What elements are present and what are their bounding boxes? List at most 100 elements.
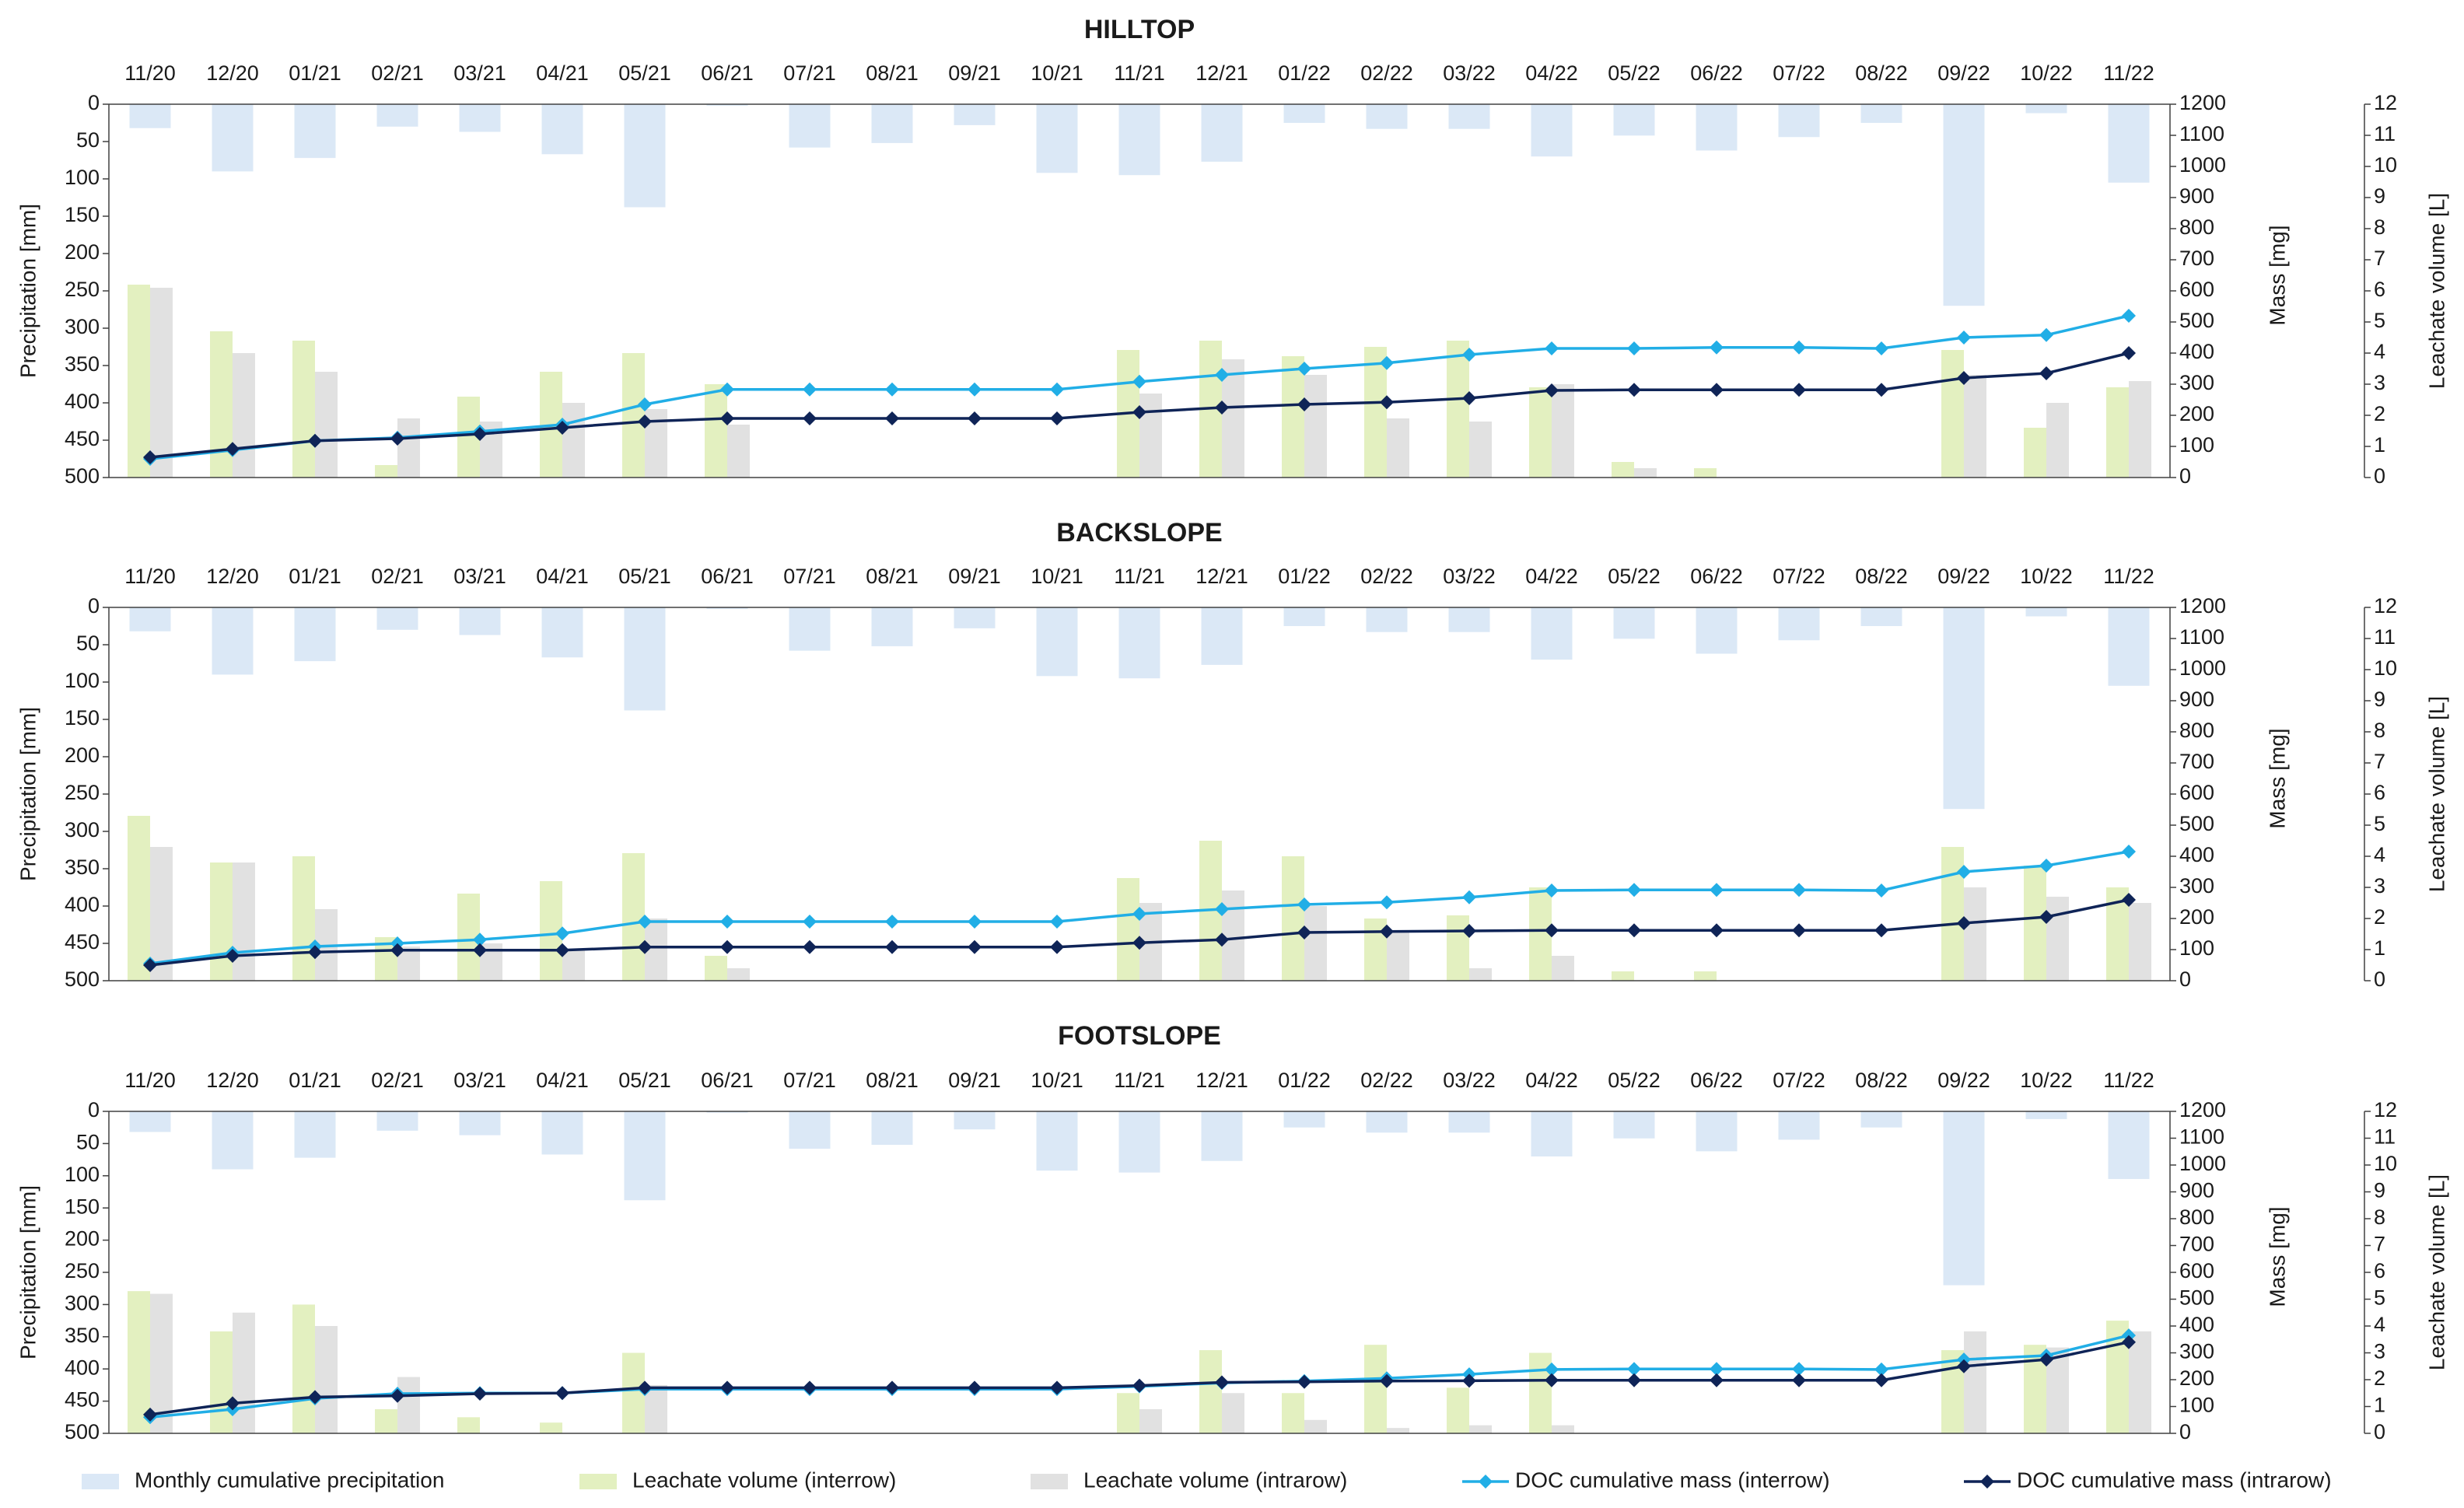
- leachate-interrow-bar: [292, 1304, 315, 1433]
- precipitation-bar: [376, 104, 418, 127]
- leachate-intrarow-bar: [1469, 1425, 1492, 1433]
- volume-axis-title: Leachate volume [L]: [2424, 696, 2448, 892]
- precipitation-bar: [1613, 1111, 1655, 1139]
- leachate-intrarow-bar: [397, 1377, 420, 1433]
- leachate-interrow-bar: [1612, 462, 1634, 478]
- mass-tick-label: 1200: [2179, 1098, 2226, 1121]
- mass-tick-label: 400: [2179, 843, 2214, 866]
- leachate-intrarow-bar: [150, 847, 173, 981]
- volume-tick-label: 8: [2374, 1205, 2385, 1229]
- mass-tick-label: 900: [2179, 184, 2214, 208]
- doc-interrow-point: [1874, 341, 1888, 355]
- doc-intrarow-point: [226, 1396, 240, 1411]
- category-label: 06/21: [701, 61, 754, 85]
- leachate-intrarow-bar: [397, 418, 420, 478]
- category-label: 12/21: [1195, 61, 1248, 85]
- category-label: 11/22: [2103, 61, 2154, 85]
- leachate-intrarow-bar: [1387, 1428, 1409, 1433]
- category-label: 12/20: [206, 1069, 259, 1092]
- volume-tick-label: 6: [2374, 1259, 2385, 1282]
- volume-tick-label: 4: [2374, 843, 2385, 866]
- doc-intrarow-point: [2039, 910, 2053, 924]
- volume-tick-label: 1: [2374, 433, 2385, 457]
- precip-tick-label: 500: [65, 967, 100, 991]
- volume-tick-label: 7: [2374, 247, 2385, 270]
- precip-tick-label: 0: [88, 594, 100, 618]
- mass-tick-label: 100: [2179, 936, 2214, 960]
- leachate-intrarow-bar: [727, 968, 750, 981]
- doc-interrow-point: [2039, 327, 2053, 342]
- precipitation-bar: [1860, 104, 1902, 123]
- mass-tick-label: 700: [2179, 750, 2214, 773]
- leachate-interrow-bar: [1364, 347, 1387, 478]
- precipitation-bar: [376, 1111, 418, 1131]
- leachate-interrow-bar: [128, 1291, 150, 1433]
- mass-tick-label: 500: [2179, 1286, 2214, 1310]
- doc-interrow-point: [1792, 340, 1806, 355]
- doc-interrow-point: [638, 397, 652, 411]
- leachate-interrow-bar: [375, 1408, 397, 1433]
- category-label: 06/22: [1690, 565, 1743, 588]
- precipitation-bar: [1943, 607, 1985, 810]
- doc-interrow-point: [803, 382, 817, 397]
- precipitation-bar: [954, 1111, 996, 1130]
- doc-intrarow-point: [2039, 1352, 2053, 1367]
- category-label: 12/20: [206, 565, 259, 588]
- precipitation-bar: [1613, 607, 1655, 639]
- precipitation-bar: [2025, 1111, 2067, 1119]
- doc-intrarow-point: [1462, 1373, 1476, 1388]
- doc-intrarow-point: [2122, 1335, 2136, 1349]
- precipitation-bar: [624, 1111, 666, 1201]
- leachate-intrarow-bar: [315, 1326, 338, 1433]
- precipitation-bar: [129, 1111, 171, 1132]
- leachate-intrarow-bar: [1139, 1408, 1162, 1433]
- leachate-interrow-bar: [1529, 1352, 1552, 1433]
- precip-tick-label: 0: [88, 91, 100, 114]
- mass-tick-label: 700: [2179, 1233, 2214, 1256]
- leachate-interrow-bar: [1117, 1393, 1139, 1433]
- doc-interrow-point: [1545, 1362, 1559, 1377]
- leachate-intrarow-bar: [1634, 468, 1657, 478]
- precipitation-bar: [2108, 1111, 2150, 1179]
- precipitation-bar: [1531, 1111, 1573, 1156]
- category-label: 07/22: [1773, 565, 1825, 588]
- doc-interrow-point: [1627, 883, 1641, 897]
- precipitation-bar: [1448, 607, 1490, 632]
- precipitation-bar: [1696, 104, 1738, 151]
- precipitation-bar: [1613, 104, 1655, 136]
- leachate-intrarow-bar: [1304, 375, 1327, 478]
- precipitation-bar: [294, 1111, 336, 1158]
- precipitation-bar: [129, 607, 171, 632]
- doc-intrarow-point: [308, 433, 322, 448]
- doc-interrow-point: [885, 382, 899, 397]
- category-label: 11/20: [124, 565, 176, 588]
- precip-tick-label: 50: [76, 632, 100, 655]
- leachate-interrow-bar: [1447, 1387, 1469, 1433]
- legend-swatch: [579, 1474, 617, 1489]
- category-label: 04/22: [1525, 565, 1578, 588]
- precipitation-bar: [1201, 104, 1243, 162]
- leachate-interrow-bar: [292, 341, 315, 478]
- precipitation-bar: [1696, 607, 1738, 654]
- doc-interrow-point: [2039, 859, 2053, 873]
- category-label: 01/22: [1278, 61, 1331, 85]
- category-label: 07/21: [783, 61, 836, 85]
- category-label: 08/22: [1855, 565, 1908, 588]
- volume-tick-label: 5: [2374, 1286, 2385, 1310]
- doc-intrarow-point: [390, 1388, 404, 1403]
- precipitation-bar: [1118, 1111, 1160, 1173]
- precip-tick-label: 450: [65, 427, 100, 450]
- doc-interrow-point: [1627, 341, 1641, 355]
- precip-tick-label: 250: [65, 781, 100, 804]
- doc-intrarow-point: [1792, 383, 1806, 397]
- precipitation-bar: [1448, 1111, 1490, 1133]
- leachate-interrow-bar: [1364, 918, 1387, 981]
- doc-intrarow-point: [1627, 1373, 1641, 1387]
- volume-tick-label: 4: [2374, 340, 2385, 363]
- legend-marker: [1980, 1475, 1994, 1489]
- volume-tick-label: 6: [2374, 278, 2385, 301]
- doc-intrarow-point: [1297, 1374, 1311, 1389]
- precipitation-bar: [789, 607, 831, 651]
- doc-intrarow-point: [638, 1380, 652, 1395]
- precipitation-bar: [1283, 104, 1325, 123]
